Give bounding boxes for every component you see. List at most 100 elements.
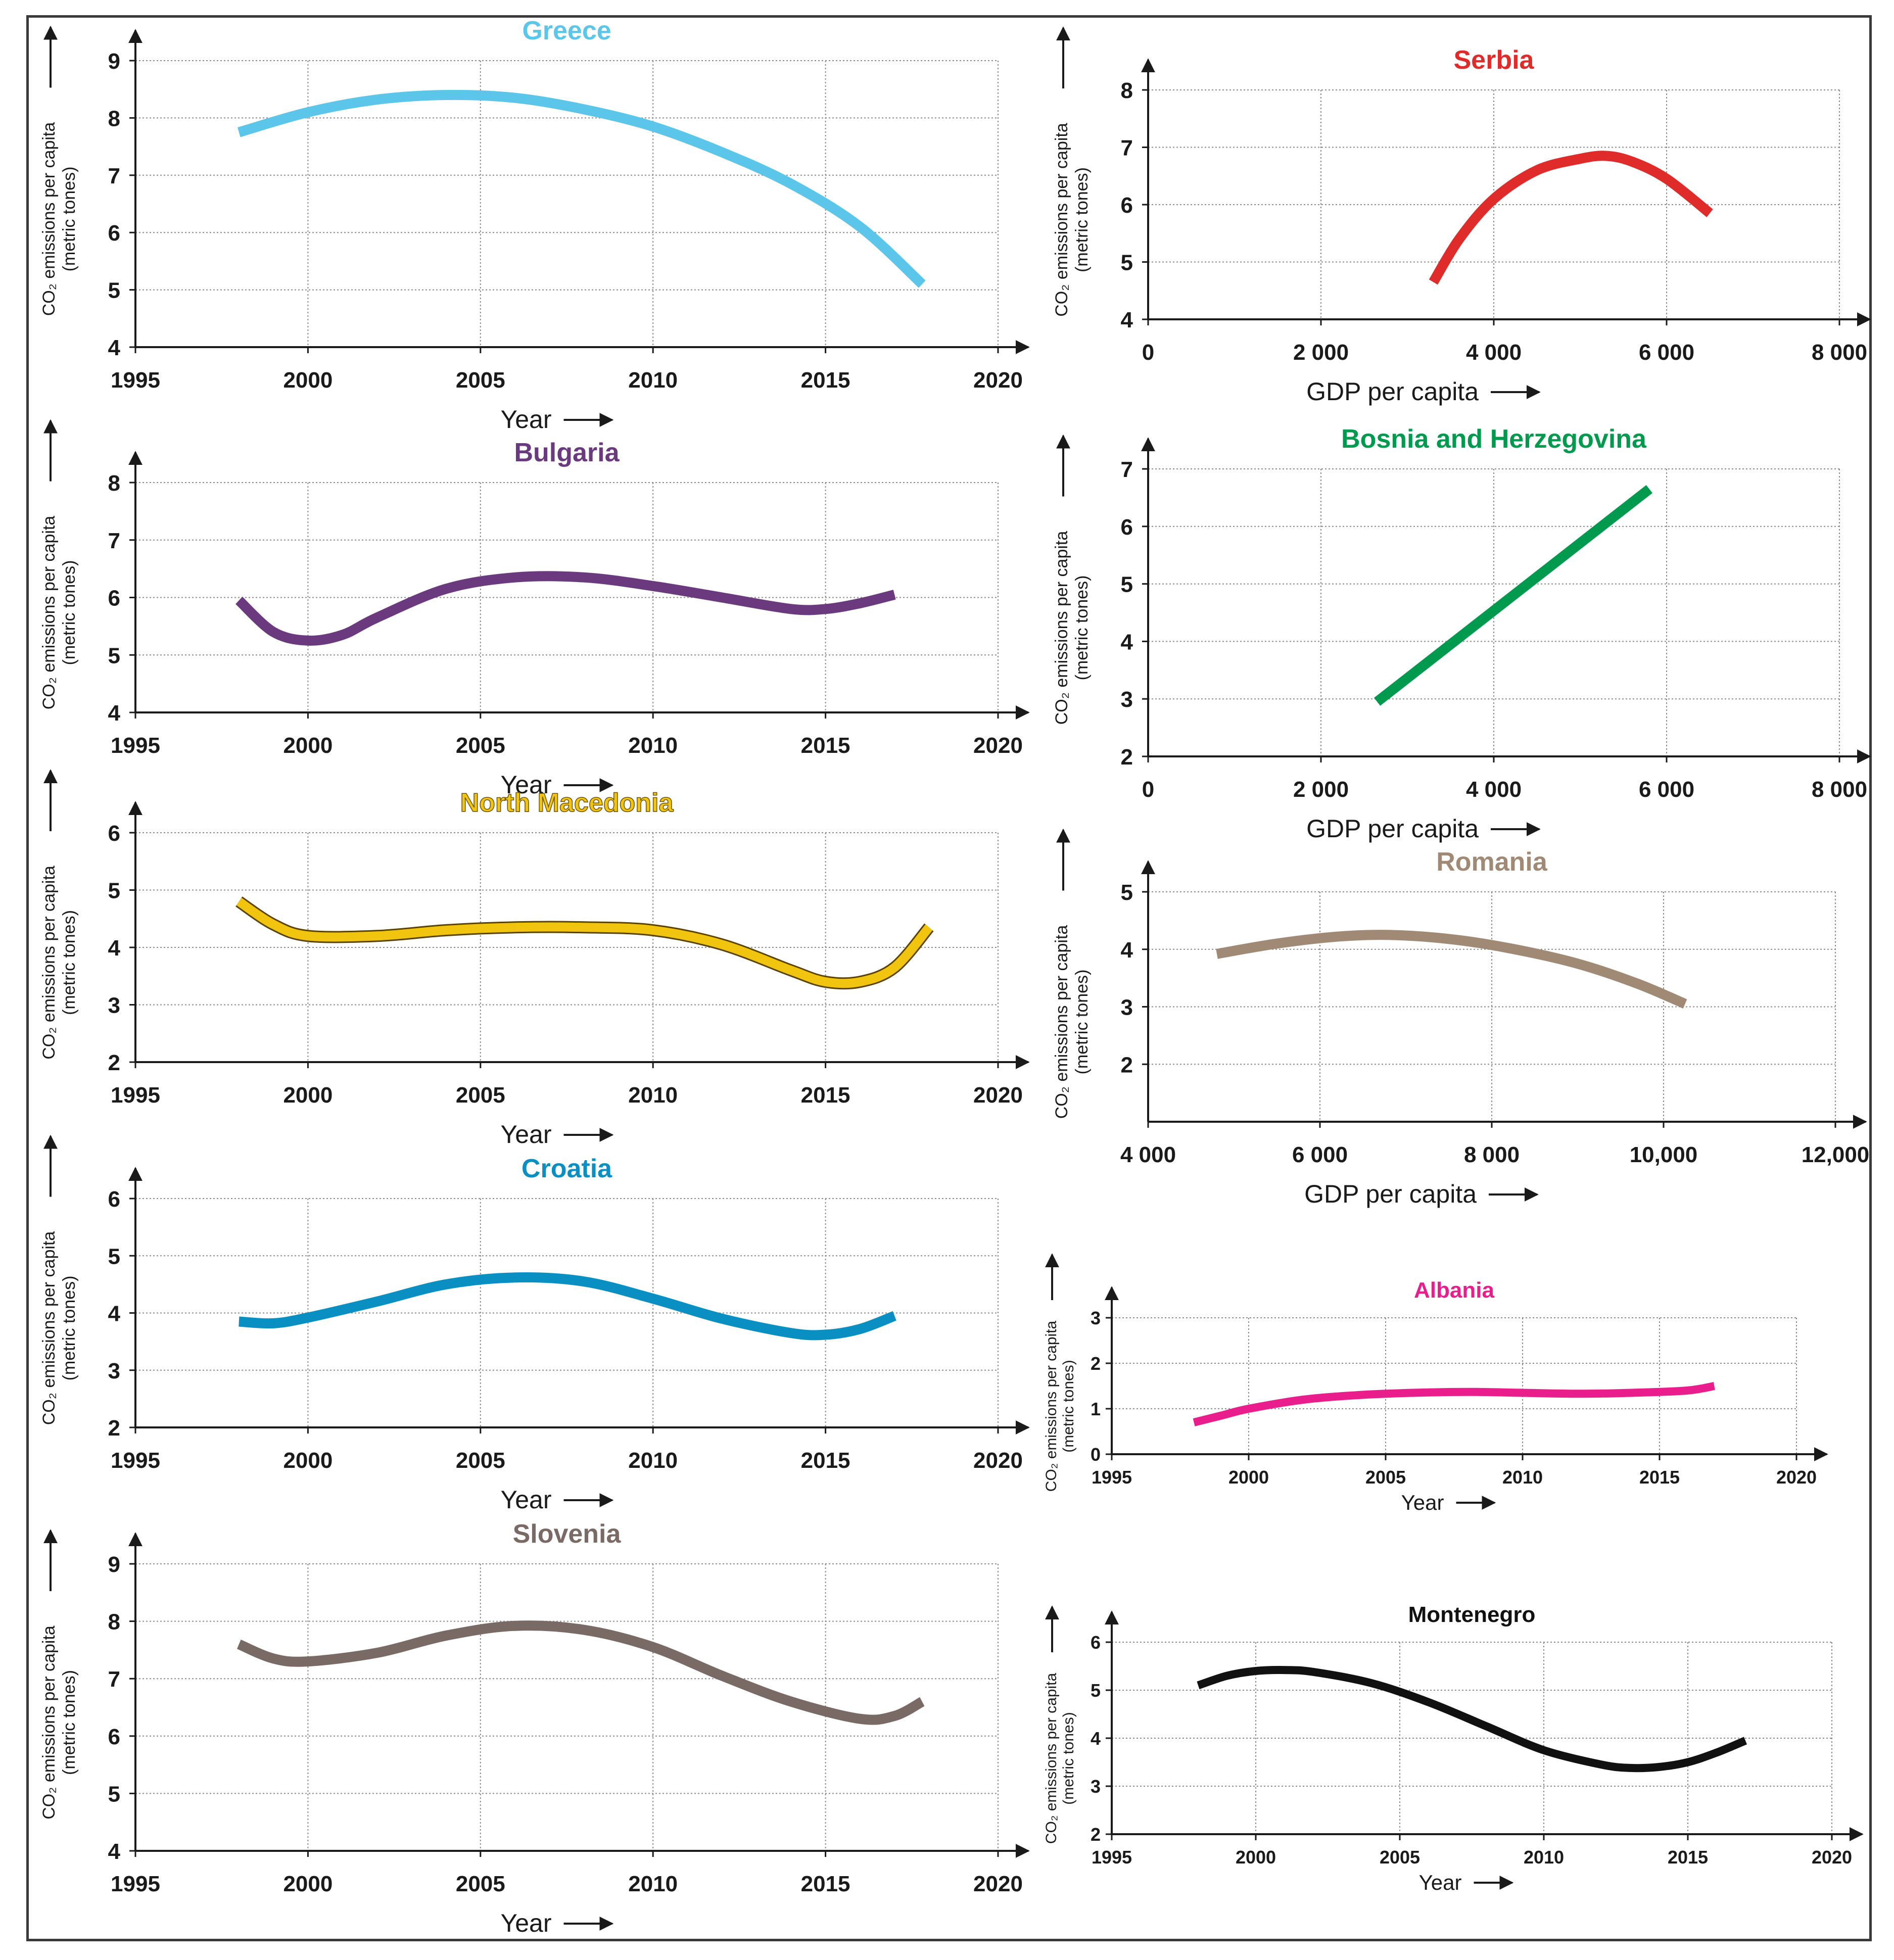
x-tick-label: 1995: [111, 368, 160, 393]
y-tick-label: 6: [108, 821, 120, 846]
y-axis-title-line2: (metric tones): [1072, 167, 1092, 272]
y-axis-title-line1: CO₂ emissions per capita: [39, 516, 59, 710]
x-tick-label: 2000: [1236, 1847, 1276, 1868]
y-tick-label: 3: [1121, 687, 1133, 712]
chart-title: Slovenia: [513, 1519, 622, 1549]
x-tick-label: 8 000: [1812, 777, 1867, 802]
x-tick-label: 1995: [111, 1448, 160, 1473]
x-tick-label: 10,000: [1630, 1142, 1698, 1167]
y-tick-label: 7: [108, 164, 120, 188]
grid: [135, 482, 999, 712]
y-tick-label: 2: [1121, 1053, 1133, 1077]
y-axis-title-line1: CO₂ emissions per capita: [39, 866, 59, 1060]
x-tick-label: 2020: [1812, 1847, 1852, 1868]
y-tick-label: 4: [108, 701, 121, 726]
x-tick-label: 2020: [973, 1448, 1023, 1473]
y-tick-label: 3: [1121, 995, 1133, 1020]
x-axis-title: Year: [500, 405, 551, 434]
x-tick-label: 2005: [456, 1448, 505, 1473]
y-axis-title: CO₂ emissions per capita (metric tones): [1043, 1605, 1077, 1844]
y-tick-label: 7: [1121, 457, 1133, 482]
x-tick-label: 2 000: [1293, 777, 1349, 802]
y-axis-title-line2: (metric tones): [1060, 1360, 1077, 1452]
y-tick-label: 7: [1121, 136, 1133, 161]
y-tick-label: 8: [108, 471, 120, 496]
y-tick-label: 8: [1121, 78, 1133, 103]
y-tick-label: 2: [1091, 1353, 1101, 1374]
y-tick-label: 3: [108, 993, 120, 1018]
y-tick-label: 4: [1121, 938, 1133, 963]
y-axis-title: CO₂ emissions per capita (metric tones): [39, 1134, 79, 1425]
x-tick-label: 2015: [801, 1448, 850, 1473]
chart-bosnia: 0 2 000 4 000 6 000 8 000 2 3 4 5 6 7 Bosnia and He…: [1052, 424, 1871, 843]
chart-title: Bosnia and Herzegovina: [1341, 424, 1647, 454]
y-tick-label: 5: [1091, 1680, 1101, 1701]
y-axis-title: CO₂ emissions per capita (metric tones): [39, 1529, 79, 1820]
y-axis-title-line1: CO₂ emissions per capita: [1043, 1320, 1060, 1492]
y-axis-title-line1: CO₂ emissions per capita: [1043, 1672, 1060, 1844]
x-tick-label: 2010: [628, 1448, 678, 1473]
x-tick-label: 0: [1142, 777, 1154, 802]
series-line-bosnia: [1374, 485, 1652, 706]
x-tick-label: 8 000: [1812, 340, 1867, 365]
chart-montenegro: 1995 2000 2005 2010 2015 2020 2 3 4 5 6 Montenegro Y…: [1043, 1602, 1864, 1894]
x-tick-label: 2000: [283, 1083, 333, 1108]
y-tick-label: 6: [108, 221, 120, 246]
y-tick-label: 2: [108, 1050, 120, 1075]
x-axis-title: Year: [500, 1486, 551, 1514]
y-tick-label: 3: [108, 1359, 120, 1383]
chart-title: Serbia: [1454, 45, 1535, 75]
x-tick-label: 1995: [111, 733, 160, 758]
y-axis-title-line1: CO₂ emissions per capita: [1052, 925, 1071, 1119]
y-axis-title-line2: (metric tones): [1072, 576, 1092, 681]
y-tick-label: 4: [108, 336, 121, 360]
y-axis-title-line1: CO₂ emissions per capita: [1052, 531, 1071, 725]
series-line-bulgaria: [235, 571, 896, 646]
y-tick-label: 2: [1091, 1824, 1101, 1845]
x-axis-title: GDP per capita: [1304, 1180, 1477, 1208]
x-tick-label: 2005: [456, 1872, 505, 1896]
y-tick-label: 6: [108, 1187, 120, 1212]
x-tick-label: 2010: [628, 1872, 678, 1896]
x-tick-label: 2000: [1228, 1467, 1269, 1488]
chart-slovenia: 1995 2000 2005 2010 2015 2020 4 5 6 7 8 9 Slovenia Ye…: [39, 1519, 1030, 1937]
chart-title: Albania: [1414, 1278, 1494, 1303]
x-tick-label: 1995: [1092, 1467, 1132, 1488]
x-tick-label: 1995: [111, 1083, 160, 1108]
y-axis-title: CO₂ emissions per capita (metric tones): [1043, 1253, 1077, 1492]
y-tick-label: 6: [1121, 193, 1133, 218]
y-tick-label: 5: [1121, 251, 1133, 275]
y-tick-label: 5: [108, 643, 120, 668]
y-tick-label: 6: [1121, 515, 1133, 540]
grid: [1112, 1642, 1832, 1834]
y-tick-label: 6: [108, 586, 120, 611]
chart-bulgaria: 1995 2000 2005 2010 2015 2020 4 5 6 7 8 Bulgaria Yea…: [39, 419, 1030, 799]
x-tick-label: 2005: [456, 733, 505, 758]
y-axis-title: CO₂ emissions per capita (metric tones): [39, 769, 79, 1060]
y-tick-label: 3: [1091, 1776, 1101, 1797]
y-tick-label: 5: [108, 879, 120, 903]
x-tick-label: 4 000: [1466, 340, 1522, 365]
y-axis-title-line1: CO₂ emissions per capita: [39, 1231, 59, 1425]
x-tick-label: 2010: [628, 733, 678, 758]
y-tick-label: 5: [108, 1244, 120, 1269]
y-axis-title: CO₂ emissions per capita (metric tones): [1052, 828, 1092, 1119]
grid: [135, 60, 999, 347]
y-tick-label: 6: [108, 1725, 120, 1749]
series-line-serbia: [1429, 151, 1713, 285]
x-tick-label: 2020: [1776, 1467, 1817, 1488]
y-tick-label: 1: [1091, 1399, 1101, 1419]
y-tick-label: 6: [1091, 1632, 1101, 1653]
x-tick-label: 6 000: [1639, 777, 1694, 802]
y-axis-title-line2: (metric tones): [1060, 1712, 1077, 1804]
x-tick-label: 6 000: [1292, 1142, 1348, 1167]
y-axis-title-line2: (metric tones): [60, 560, 79, 665]
series-line-greece: [238, 89, 926, 288]
y-tick-label: 8: [108, 106, 120, 131]
y-axis-title-line2: (metric tones): [60, 1670, 79, 1775]
x-tick-label: 2020: [973, 1083, 1023, 1108]
x-tick-label: 2015: [1668, 1847, 1708, 1868]
y-tick-label: 9: [108, 49, 120, 74]
grid: [1148, 891, 1836, 1122]
grid: [135, 1563, 999, 1851]
